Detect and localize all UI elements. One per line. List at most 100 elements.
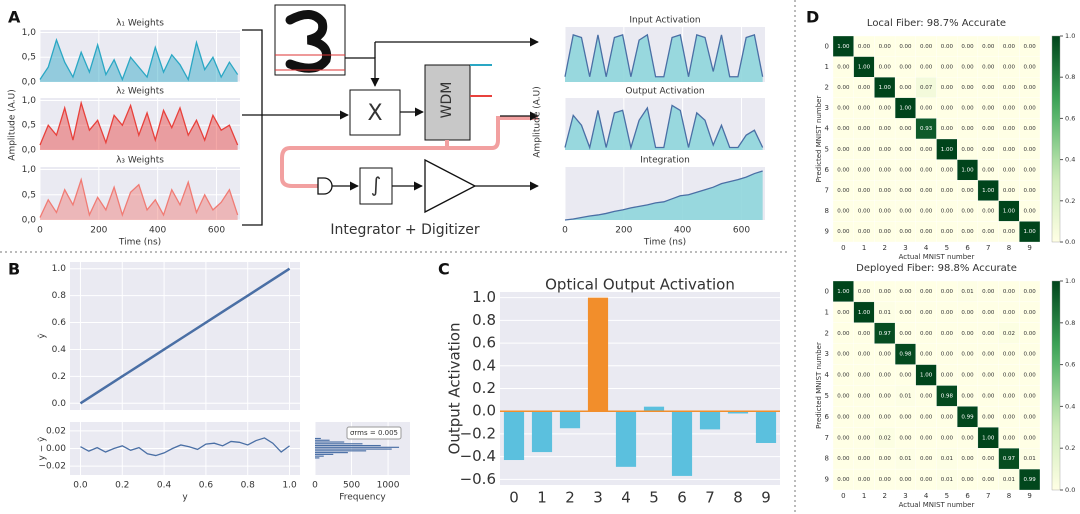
x-tick-label: 3 [903,244,907,252]
cell-label: 0.00 [837,456,850,462]
bracket [242,29,263,226]
x-tick-label: 4 [621,489,631,507]
cell-label: 0.00 [879,126,892,132]
cell-label: 0.01 [899,456,911,462]
cell-label: 0.01 [879,310,891,316]
y-tick-label: 4 [825,125,830,133]
colorbar [1051,35,1061,243]
plot-background [40,30,240,82]
cell-label: 0.00 [982,352,995,358]
cell-label: 0.00 [858,44,871,50]
x-tick-label: 0.2 [115,481,129,491]
cell-label: 0.00 [879,64,892,70]
cell-label: 0.00 [941,289,954,295]
cell-label: 1.00 [879,85,892,91]
cell-label: 0.00 [982,331,995,337]
histogram-bar [315,443,363,445]
cell-label: 0.00 [1003,414,1016,420]
cell-label: 0.00 [1003,188,1016,194]
y-tick-label: 6 [825,166,830,174]
x-tick-label: 6 [677,489,687,507]
y-tick-label: 0 [825,287,829,295]
cell-label: 0.00 [982,106,995,112]
x-tick-label: 2 [883,492,887,500]
cell-label: 0.00 [1003,147,1016,153]
cell-label: 0.00 [858,373,871,379]
histogram-bar [315,455,324,457]
chart-title: Input Activation [629,16,700,26]
cell-label: 0.00 [941,209,954,215]
cell-label: 0.00 [1024,188,1037,194]
y-tick-label: 9 [825,476,829,484]
cell-label: 0.00 [837,435,850,441]
cell-label: 0.00 [899,147,912,153]
y-axis-label: Output Activation [446,323,464,455]
cell-label: 0.00 [982,147,995,153]
x-tick-label: 600 [208,226,225,236]
cell-label: 0.00 [899,188,912,194]
cell-label: 0.01 [1024,456,1036,462]
cell-label: 0.00 [1003,289,1016,295]
x-tick-label: 7 [986,244,990,252]
cell-label: 0.00 [941,352,954,358]
y-tick-label: 2 [825,84,829,92]
line [564,170,763,221]
histogram-bar [315,450,367,452]
cell-label: 0.00 [982,414,995,420]
y-tick-label: 0 [825,42,829,50]
cell-label: 0.00 [1003,44,1016,50]
bar [587,297,609,412]
y-tick-label: 2 [825,329,829,337]
multiplier [349,89,401,136]
cell-label: 0.00 [858,393,871,399]
cell-label: 0.00 [1024,393,1037,399]
cell-label: 0.00 [941,310,954,316]
cell-label: 0.00 [961,331,974,337]
cell-label: 0.00 [982,373,995,379]
cell-label: 0.00 [982,456,995,462]
cell-label: 0.00 [941,44,954,50]
cell-label: 0.00 [899,435,912,441]
colorbar-tick-label: 0.6 [1065,361,1075,369]
cell-label: 0.00 [961,44,974,50]
cell-label: 0.00 [1024,310,1037,316]
cell-label: 1.00 [920,373,933,379]
y-tick-label: 1.0 [472,288,496,306]
cell-label: 0.00 [1003,106,1016,112]
cell-label: 1.00 [1003,209,1016,215]
y-tick-label: 0,5 [22,53,36,63]
cell-label: 0.00 [920,456,933,462]
line [564,104,764,151]
wdm-label: WDM [439,82,455,119]
x-tick-label: 7 [705,489,715,507]
bar [727,411,749,414]
diagram: X WDM ∫ Integrator + Digitizer [242,4,539,238]
cell-label: 0.00 [837,209,850,215]
cell-label: 0.00 [920,147,933,153]
cell-label: 0.00 [982,126,995,132]
cell-label: 0.00 [982,64,995,70]
bar [699,411,721,430]
chart-title: λ₁ Weights [116,19,164,29]
cell-label: 0.99 [1024,477,1037,483]
histogram-bar [315,439,330,441]
y-tick-label: 5 [825,145,829,153]
cell-label: 0.00 [879,147,892,153]
cell-label: 0.00 [899,209,912,215]
y-axis-label: Amplitude (A.U) [8,89,18,160]
cell-label: 0.98 [941,393,954,399]
cell-label: 0.00 [837,167,850,173]
area [565,34,763,82]
y-axis-label: ŷ [38,333,48,339]
cell-label: 1.00 [941,147,954,153]
cell-label: 0.00 [1024,373,1037,379]
cell-label: 0.00 [858,147,871,153]
x-axis-label: Time (ns) [118,238,161,248]
cell-label: 0.00 [899,331,912,337]
cell-label: 0.00 [879,209,892,215]
histogram-bar [315,437,321,440]
y-tick-label: 1 [825,63,829,71]
colorbar-tick-label: 0.8 [1065,319,1075,327]
cell-label: 0.00 [837,352,850,358]
cell-label: 1.00 [982,435,995,441]
